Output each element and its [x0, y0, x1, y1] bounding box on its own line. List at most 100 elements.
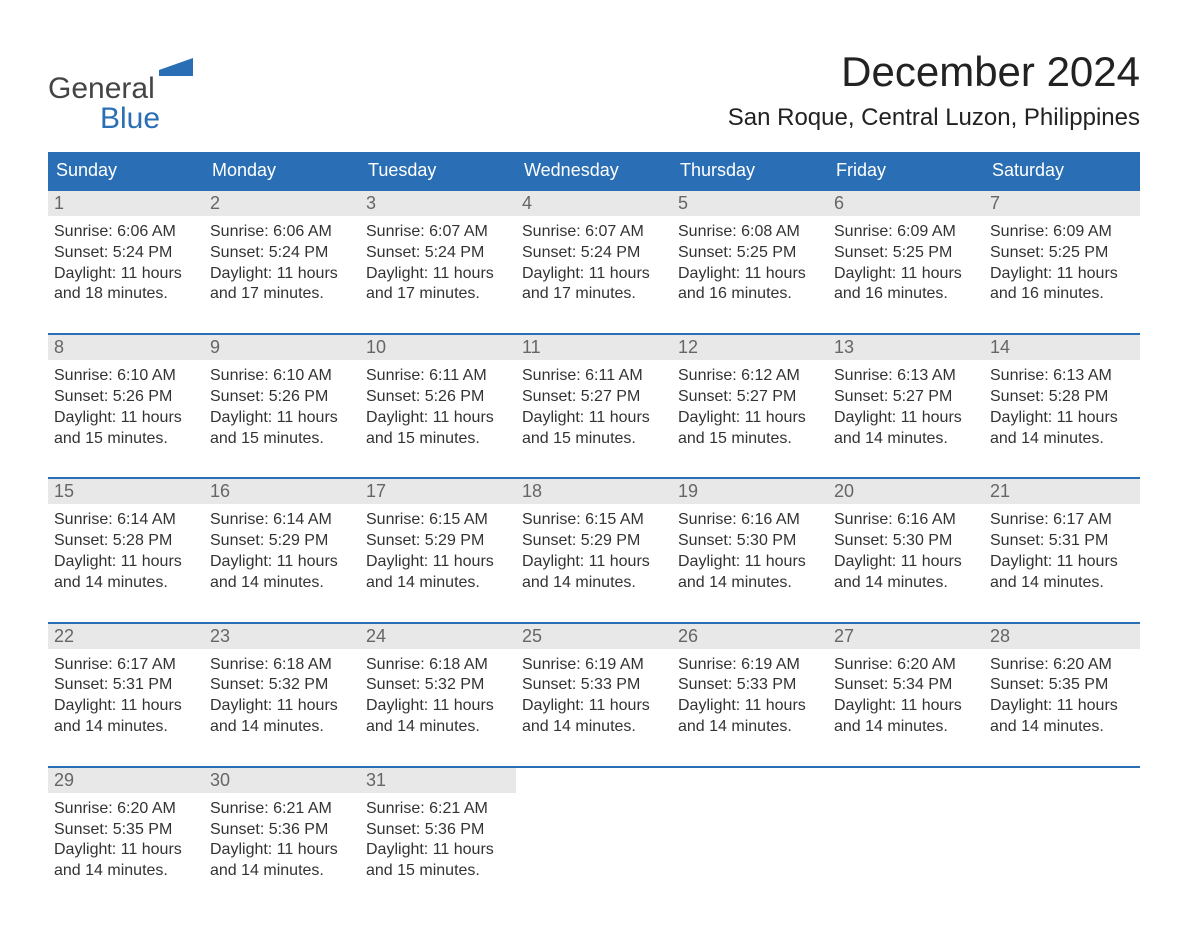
sunset-text: Sunset: 5:26 PM: [54, 387, 198, 408]
calendar-day: 29Sunrise: 6:20 AMSunset: 5:35 PMDayligh…: [48, 768, 204, 888]
sunset-text: Sunset: 5:25 PM: [990, 243, 1134, 264]
day-number: [828, 768, 984, 793]
sunrise-text: Sunrise: 6:20 AM: [990, 655, 1134, 676]
day-details: Sunrise: 6:07 AMSunset: 5:24 PMDaylight:…: [360, 216, 516, 311]
daylight-text-line2: and 17 minutes.: [366, 284, 510, 305]
sunset-text: Sunset: 5:26 PM: [366, 387, 510, 408]
calendar-day: 12Sunrise: 6:12 AMSunset: 5:27 PMDayligh…: [672, 335, 828, 455]
calendar-day: 7Sunrise: 6:09 AMSunset: 5:25 PMDaylight…: [984, 191, 1140, 311]
day-number: 17: [360, 479, 516, 504]
daylight-text-line2: and 14 minutes.: [834, 573, 978, 594]
calendar-day: [516, 768, 672, 888]
day-number: 3: [360, 191, 516, 216]
daylight-text-line1: Daylight: 11 hours: [834, 696, 978, 717]
day-of-week-label: Monday: [204, 152, 360, 189]
sunrise-text: Sunrise: 6:20 AM: [54, 799, 198, 820]
daylight-text-line2: and 14 minutes.: [678, 717, 822, 738]
daylight-text-line2: and 14 minutes.: [990, 573, 1134, 594]
calendar-day: [828, 768, 984, 888]
day-details: Sunrise: 6:19 AMSunset: 5:33 PMDaylight:…: [672, 649, 828, 744]
daylight-text-line2: and 15 minutes.: [210, 429, 354, 450]
day-details: Sunrise: 6:17 AMSunset: 5:31 PMDaylight:…: [48, 649, 204, 744]
day-number: 25: [516, 624, 672, 649]
day-details: Sunrise: 6:19 AMSunset: 5:33 PMDaylight:…: [516, 649, 672, 744]
daylight-text-line1: Daylight: 11 hours: [990, 696, 1134, 717]
sunrise-text: Sunrise: 6:09 AM: [834, 222, 978, 243]
day-details: Sunrise: 6:06 AMSunset: 5:24 PMDaylight:…: [48, 216, 204, 311]
sunrise-text: Sunrise: 6:21 AM: [210, 799, 354, 820]
daylight-text-line1: Daylight: 11 hours: [678, 696, 822, 717]
day-of-week-header: SundayMondayTuesdayWednesdayThursdayFrid…: [48, 152, 1140, 189]
day-details: Sunrise: 6:12 AMSunset: 5:27 PMDaylight:…: [672, 360, 828, 455]
sunset-text: Sunset: 5:30 PM: [834, 531, 978, 552]
sunrise-text: Sunrise: 6:19 AM: [522, 655, 666, 676]
sunset-text: Sunset: 5:36 PM: [366, 820, 510, 841]
calendar-day: 9Sunrise: 6:10 AMSunset: 5:26 PMDaylight…: [204, 335, 360, 455]
day-details: Sunrise: 6:21 AMSunset: 5:36 PMDaylight:…: [204, 793, 360, 888]
day-number: 14: [984, 335, 1140, 360]
daylight-text-line2: and 14 minutes.: [834, 717, 978, 738]
day-details: Sunrise: 6:15 AMSunset: 5:29 PMDaylight:…: [516, 504, 672, 599]
sunset-text: Sunset: 5:26 PM: [210, 387, 354, 408]
day-number: 27: [828, 624, 984, 649]
sunset-text: Sunset: 5:34 PM: [834, 675, 978, 696]
day-details: Sunrise: 6:07 AMSunset: 5:24 PMDaylight:…: [516, 216, 672, 311]
sunset-text: Sunset: 5:35 PM: [990, 675, 1134, 696]
sunset-text: Sunset: 5:33 PM: [522, 675, 666, 696]
week-row: 8Sunrise: 6:10 AMSunset: 5:26 PMDaylight…: [48, 333, 1140, 455]
day-details: Sunrise: 6:11 AMSunset: 5:27 PMDaylight:…: [516, 360, 672, 455]
day-number: 7: [984, 191, 1140, 216]
day-details: Sunrise: 6:20 AMSunset: 5:35 PMDaylight:…: [984, 649, 1140, 744]
calendar-day: 21Sunrise: 6:17 AMSunset: 5:31 PMDayligh…: [984, 479, 1140, 599]
daylight-text-line2: and 18 minutes.: [54, 284, 198, 305]
day-details: Sunrise: 6:09 AMSunset: 5:25 PMDaylight:…: [984, 216, 1140, 311]
sunrise-text: Sunrise: 6:15 AM: [366, 510, 510, 531]
daylight-text-line2: and 16 minutes.: [834, 284, 978, 305]
sunrise-text: Sunrise: 6:13 AM: [990, 366, 1134, 387]
page: General Blue December 2024 San Roque, Ce…: [0, 0, 1188, 930]
sunset-text: Sunset: 5:33 PM: [678, 675, 822, 696]
calendar: SundayMondayTuesdayWednesdayThursdayFrid…: [48, 152, 1140, 888]
daylight-text-line1: Daylight: 11 hours: [522, 552, 666, 573]
day-details: Sunrise: 6:06 AMSunset: 5:24 PMDaylight:…: [204, 216, 360, 311]
calendar-day: [672, 768, 828, 888]
day-number: 2: [204, 191, 360, 216]
day-number: 12: [672, 335, 828, 360]
calendar-day: 22Sunrise: 6:17 AMSunset: 5:31 PMDayligh…: [48, 624, 204, 744]
logo-flag-icon: [159, 58, 193, 76]
day-number: 23: [204, 624, 360, 649]
page-title: December 2024: [728, 48, 1140, 96]
sunrise-text: Sunrise: 6:08 AM: [678, 222, 822, 243]
sunset-text: Sunset: 5:27 PM: [834, 387, 978, 408]
sunrise-text: Sunrise: 6:17 AM: [990, 510, 1134, 531]
sunrise-text: Sunrise: 6:11 AM: [522, 366, 666, 387]
daylight-text-line1: Daylight: 11 hours: [990, 264, 1134, 285]
daylight-text-line1: Daylight: 11 hours: [678, 552, 822, 573]
calendar-day: 28Sunrise: 6:20 AMSunset: 5:35 PMDayligh…: [984, 624, 1140, 744]
day-details: Sunrise: 6:14 AMSunset: 5:28 PMDaylight:…: [48, 504, 204, 599]
daylight-text-line2: and 14 minutes.: [54, 717, 198, 738]
calendar-day: 31Sunrise: 6:21 AMSunset: 5:36 PMDayligh…: [360, 768, 516, 888]
sunset-text: Sunset: 5:27 PM: [678, 387, 822, 408]
calendar-day: 4Sunrise: 6:07 AMSunset: 5:24 PMDaylight…: [516, 191, 672, 311]
daylight-text-line2: and 17 minutes.: [522, 284, 666, 305]
daylight-text-line1: Daylight: 11 hours: [366, 840, 510, 861]
day-details: Sunrise: 6:13 AMSunset: 5:27 PMDaylight:…: [828, 360, 984, 455]
sunrise-text: Sunrise: 6:07 AM: [522, 222, 666, 243]
day-details: Sunrise: 6:14 AMSunset: 5:29 PMDaylight:…: [204, 504, 360, 599]
sunrise-text: Sunrise: 6:09 AM: [990, 222, 1134, 243]
logo: General Blue: [48, 48, 193, 134]
sunrise-text: Sunrise: 6:13 AM: [834, 366, 978, 387]
week-row: 15Sunrise: 6:14 AMSunset: 5:28 PMDayligh…: [48, 477, 1140, 599]
logo-word-general: General: [48, 72, 155, 105]
day-details: Sunrise: 6:18 AMSunset: 5:32 PMDaylight:…: [360, 649, 516, 744]
day-number: 22: [48, 624, 204, 649]
daylight-text-line1: Daylight: 11 hours: [522, 696, 666, 717]
day-number: 15: [48, 479, 204, 504]
day-number: 21: [984, 479, 1140, 504]
day-number: [984, 768, 1140, 793]
calendar-day: 30Sunrise: 6:21 AMSunset: 5:36 PMDayligh…: [204, 768, 360, 888]
daylight-text-line2: and 14 minutes.: [522, 717, 666, 738]
day-number: 18: [516, 479, 672, 504]
daylight-text-line2: and 14 minutes.: [210, 717, 354, 738]
